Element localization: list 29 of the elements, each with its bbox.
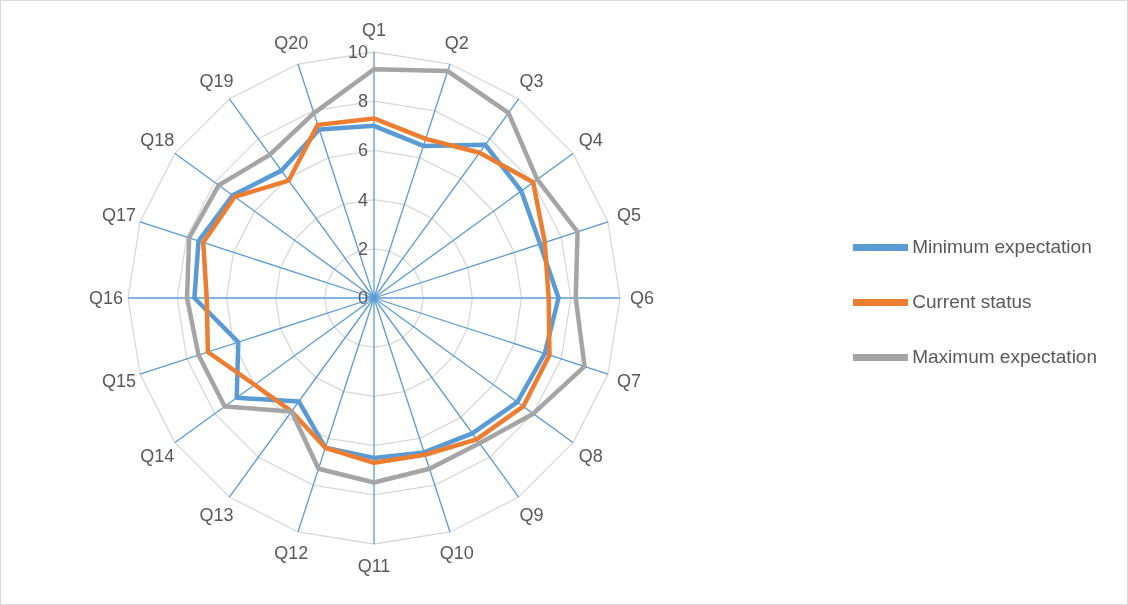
spoke-label: Q18 — [140, 130, 175, 151]
spoke-label: Q1 — [361, 20, 387, 40]
legend-label: Minimum expectation — [912, 235, 1092, 257]
spoke-label: Q17 — [102, 205, 137, 226]
spoke-label: Q2 — [444, 33, 469, 54]
legend-label: Maximum expectation — [912, 345, 1097, 367]
y-tick-label: 6 — [357, 140, 368, 161]
spoke-label: Q7 — [616, 370, 641, 391]
spoke-label: Q9 — [519, 504, 544, 525]
spoke-label: Q13 — [199, 504, 234, 525]
spoke-label: Q11 — [357, 556, 391, 576]
y-tick-label: 10 — [347, 42, 368, 62]
legend-label: Current status — [912, 290, 1032, 312]
y-tick-label: 0 — [357, 288, 368, 308]
spoke-label: Q12 — [274, 542, 309, 563]
y-tick-label: 2 — [357, 238, 368, 259]
spoke-label: Q4 — [578, 130, 603, 151]
spoke-label: Q10 — [439, 542, 474, 563]
y-tick-label: 4 — [357, 189, 368, 210]
spoke-label: Q20 — [274, 33, 309, 54]
spoke-label: Q8 — [578, 445, 603, 466]
spoke-label: Q19 — [199, 71, 234, 92]
spoke-label: Q3 — [519, 71, 544, 92]
spoke-label: Q14 — [140, 445, 175, 466]
spoke-label: Q15 — [102, 370, 137, 391]
y-tick-label: 8 — [357, 91, 368, 112]
spoke-label: Q16 — [88, 288, 124, 308]
spoke-label: Q6 — [629, 288, 655, 308]
spoke-label: Q5 — [616, 205, 641, 226]
